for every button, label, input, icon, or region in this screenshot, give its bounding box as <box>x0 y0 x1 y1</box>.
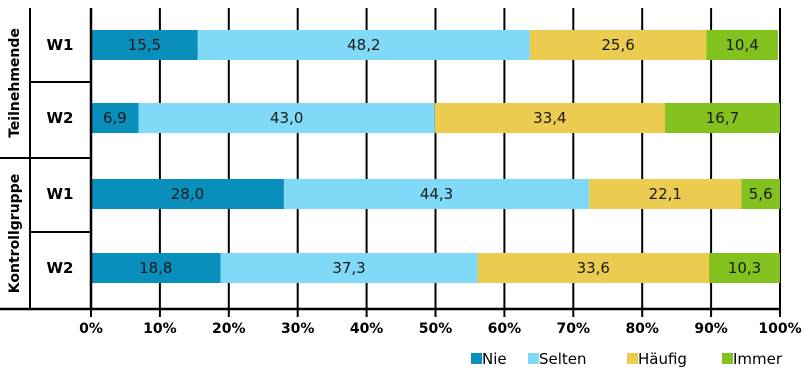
legend: Nie Selten Häufig Immer <box>471 350 783 368</box>
x-tick-label: 20% <box>212 321 246 337</box>
legend-label: Immer <box>733 350 783 368</box>
data-label: 10,3 <box>728 259 761 277</box>
category-labels: W1 W2 W1 W2 <box>47 36 74 277</box>
legend-label: Nie <box>482 350 507 368</box>
x-tick-label: 10% <box>143 321 177 337</box>
data-label: 5,6 <box>749 185 773 203</box>
x-tick-label: 30% <box>281 321 315 337</box>
data-label: 37,3 <box>332 259 365 277</box>
data-label: 6,9 <box>103 109 127 127</box>
bar-segment <box>91 179 284 209</box>
x-tick-label: 70% <box>557 321 591 337</box>
group-label: Kontrollgruppe <box>7 174 23 293</box>
data-label: 33,4 <box>533 109 566 127</box>
x-tick-label: 50% <box>419 321 453 337</box>
data-label: 28,0 <box>171 185 204 203</box>
legend-label: Selten <box>539 350 587 368</box>
data-label: 22,1 <box>649 185 682 203</box>
bar-segment <box>91 30 198 60</box>
data-label: 44,3 <box>420 185 453 203</box>
data-label: 10,4 <box>725 36 758 54</box>
data-label: 43,0 <box>270 109 303 127</box>
data-label: 18,8 <box>139 259 172 277</box>
data-label: 25,6 <box>601 36 634 54</box>
group-labels: Teilnehmende Kontrollgruppe <box>7 28 23 293</box>
bar-segment <box>709 253 780 283</box>
bars: 15,5 48,2 25,6 10,4 6,9 43,0 33,4 16,7 28,0 44,3 2… <box>91 30 780 283</box>
bar-segment <box>589 179 742 209</box>
group-label: Teilnehmende <box>7 28 23 138</box>
x-tick-label: 90% <box>694 321 728 337</box>
bar-segment <box>706 30 778 60</box>
data-label: 48,2 <box>347 36 380 54</box>
x-tick-label: 0% <box>79 321 103 337</box>
bar-segment <box>664 103 780 133</box>
bar-segment <box>434 103 665 133</box>
legend-swatch <box>471 353 482 364</box>
axes <box>0 8 781 311</box>
category-label: W1 <box>47 185 74 203</box>
bar-segment <box>477 253 710 283</box>
bar-segment <box>91 253 221 283</box>
bar-segment <box>138 103 435 133</box>
category-label: W2 <box>47 109 74 127</box>
bar-segment <box>283 179 590 209</box>
x-tick-label: 80% <box>625 321 659 337</box>
bar-segment <box>220 253 478 283</box>
x-tick-label: 100% <box>758 321 801 337</box>
legend-swatch <box>528 353 539 364</box>
x-tick-label: 60% <box>488 321 522 337</box>
legend-swatch <box>722 353 733 364</box>
bar-segment <box>197 30 530 60</box>
bar-segment <box>529 30 707 60</box>
data-label: 33,6 <box>577 259 610 277</box>
legend-swatch <box>627 353 638 364</box>
bar-segment <box>741 179 780 209</box>
x-tick-label: 40% <box>350 321 384 337</box>
category-label: W1 <box>47 36 74 54</box>
data-label: 16,7 <box>706 109 739 127</box>
bar-segment <box>91 103 139 133</box>
category-label: W2 <box>47 259 74 277</box>
legend-label: Häufig <box>638 350 687 368</box>
x-tick-labels: 0% 10% 20% 30% 40% 50% 60% 70% 80% 90% 100% <box>79 321 802 337</box>
data-label: 15,5 <box>128 36 161 54</box>
